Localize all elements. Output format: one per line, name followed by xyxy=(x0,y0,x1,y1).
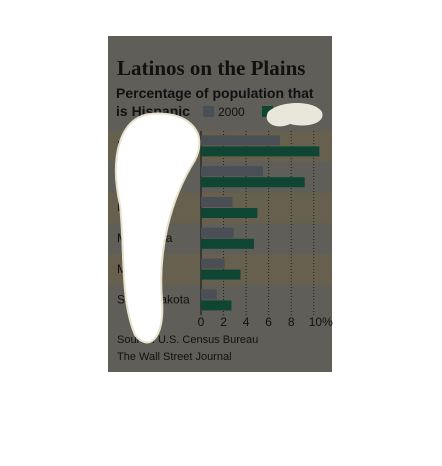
x-tick-label: 6 xyxy=(265,315,272,329)
bar xyxy=(201,208,258,218)
chart-title: Latinos on the Plains xyxy=(117,56,305,80)
bar xyxy=(201,300,232,311)
bar xyxy=(201,166,263,177)
bar xyxy=(201,227,234,238)
bar xyxy=(201,289,217,300)
x-tick-label: 10% xyxy=(309,315,333,329)
x-tick-label: 4 xyxy=(243,315,250,329)
bar xyxy=(201,238,254,249)
x-tick-label: 0 xyxy=(198,315,205,329)
bar xyxy=(201,258,225,269)
x-tick-label: 2 xyxy=(220,315,227,329)
publisher: The Wall Street Journal xyxy=(117,351,232,363)
bar xyxy=(201,269,241,280)
blob xyxy=(266,103,323,127)
bar xyxy=(201,197,233,207)
legend-swatch xyxy=(262,106,273,117)
x-tick-label: 8 xyxy=(288,315,295,329)
legend-swatch xyxy=(203,106,214,117)
legend-label: 2000 xyxy=(218,105,245,119)
bar xyxy=(201,177,305,188)
blob xyxy=(114,112,201,344)
bar xyxy=(201,135,280,146)
bar xyxy=(201,146,320,157)
